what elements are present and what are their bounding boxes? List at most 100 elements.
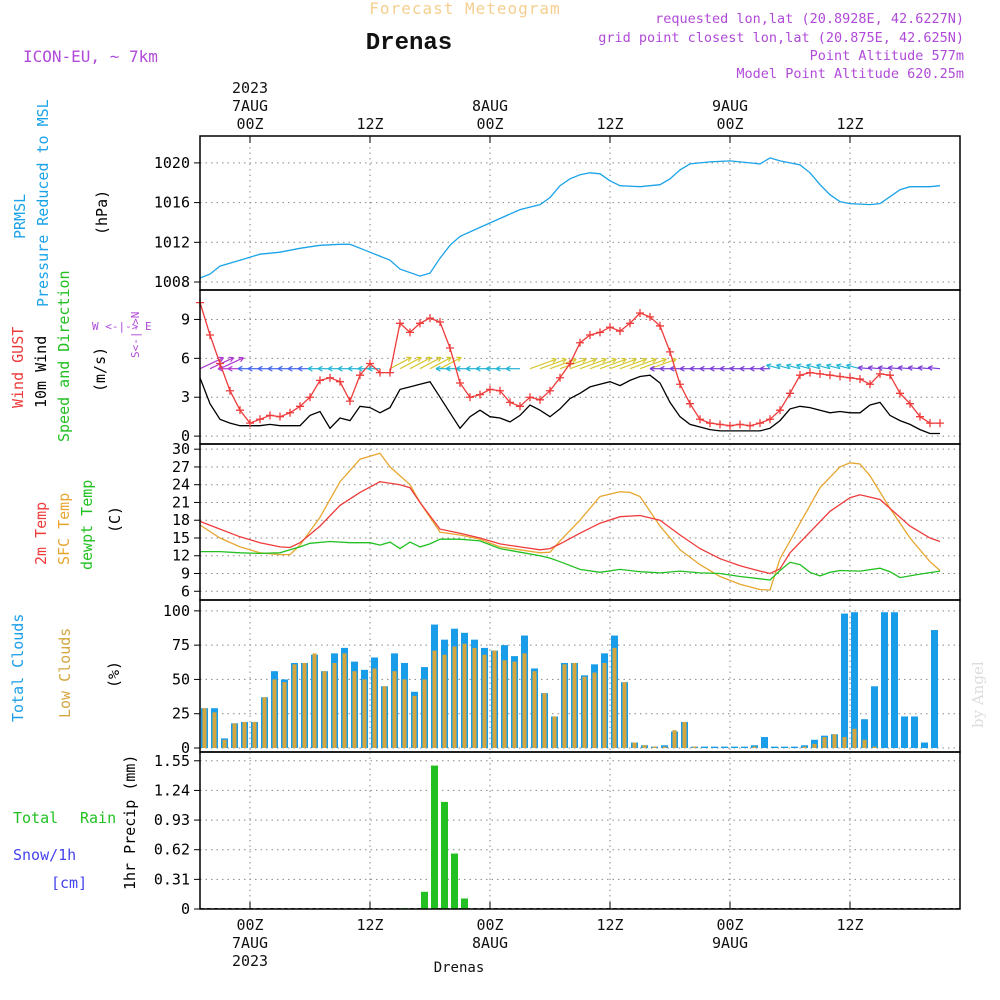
wind-direction-arrow: [609, 358, 637, 370]
precip-ticks: 0 0.31 0.62 0.93 1.24 1.55: [154, 752, 200, 918]
bottom-axis-label: 00Z: [716, 916, 743, 934]
wind-direction-arrow: [766, 364, 781, 370]
gust-marker: [676, 380, 684, 389]
wind-direction-arrow: [639, 358, 667, 370]
low-cloud-bar: [872, 746, 877, 748]
gust-marker: [306, 393, 314, 402]
wind-arrow-head: [551, 357, 557, 364]
gust-marker: [456, 378, 464, 387]
gust-marker: [526, 393, 534, 402]
gust-marker: [606, 323, 614, 332]
total-cloud-bar: [901, 716, 908, 748]
low-cloud-bar: [312, 653, 317, 748]
pressure-long-label: Pressure Reduced to MSL: [34, 99, 52, 307]
wind-arrow-head: [257, 365, 263, 372]
gust-marker: [926, 419, 934, 428]
pressure-y-tick-label: 1012: [154, 233, 190, 251]
wind-arrow-head: [661, 357, 667, 364]
wind-direction-arrow: [927, 367, 941, 370]
prmsl-label: PRMSL: [11, 194, 29, 239]
wind-arrow-head: [776, 363, 782, 369]
wind-direction-arrow: [867, 367, 881, 370]
total-cloud-bar: [731, 746, 738, 748]
gust-marker: [486, 385, 494, 394]
gust-marker: [496, 386, 504, 395]
gust-marker: [406, 328, 414, 337]
wind-direction-arrow: [917, 367, 931, 370]
wind-arrow-head: [719, 365, 725, 372]
pressure-grid: [200, 136, 960, 290]
wind-direction-arrow: [539, 358, 567, 370]
total-cloud-bar: [661, 745, 668, 748]
low-cloud-bar: [612, 647, 617, 748]
gust-marker: [586, 331, 594, 339]
low-cloud-bar: [412, 695, 417, 748]
pressure-y-tick-label: 1008: [154, 273, 190, 291]
low-cloud-bar: [222, 739, 227, 748]
wind-arrow-head: [218, 356, 225, 363]
low-cloud-bar: [402, 679, 407, 748]
rain-bar: [421, 891, 428, 909]
temp-y-tick-label: 30: [172, 440, 190, 458]
low-cloud-bar: [212, 712, 217, 748]
wind-arrow-head: [277, 365, 283, 372]
total-cloud-bar: [721, 746, 728, 748]
gust-marker: [916, 412, 924, 421]
wind-arrow-head: [455, 365, 461, 372]
temp-y-tick-label: 6: [181, 582, 190, 600]
gust-marker: [766, 415, 774, 424]
gust-marker: [316, 376, 324, 385]
wind-arrow-head: [816, 363, 822, 369]
total-cloud-bar: [891, 612, 898, 748]
footer-station: Drenas: [434, 960, 485, 976]
pressure-series: [199, 157, 941, 279]
gust-marker: [646, 312, 654, 321]
rain-bar: [441, 801, 448, 909]
gust-marker: [626, 319, 634, 328]
precip-y-tick-label: 1.55: [154, 752, 190, 770]
compass-we-label: W <-|-> E: [92, 320, 152, 333]
low-cloud-bar: [462, 643, 467, 748]
bottom-axis-label: 00Z: [236, 916, 263, 934]
gust-marker: [376, 368, 384, 377]
temp-y-tick-label: 9: [181, 565, 190, 583]
total-cloud-bar: [741, 746, 748, 748]
snow-label: Snow/1h: [13, 846, 76, 864]
gridpoint-coords: grid point closest lon,lat (20.875E, 42.…: [598, 30, 964, 46]
gust-marker: [506, 398, 514, 407]
gust-marker: [356, 371, 364, 380]
low-cloud-bar: [752, 746, 757, 748]
temp-dewpt-temp-line: [200, 538, 941, 581]
gust-marker: [446, 343, 454, 352]
wind-arrow-head: [846, 363, 852, 369]
bottom-axis-label: 8AUG: [472, 934, 508, 952]
top-axis-label: 12Z: [356, 115, 383, 133]
gust-marker: [336, 377, 344, 386]
wind-arrow-head: [806, 363, 812, 369]
wind-direction-arrow: [589, 358, 617, 370]
wind-arrow-head: [669, 365, 675, 372]
total-cloud-bar: [911, 716, 918, 748]
tsfc-label: SFC Temp: [55, 493, 73, 565]
low-cloud-bar: [232, 723, 237, 748]
wind-arrow-head: [317, 365, 323, 372]
gust-marker: [786, 389, 794, 398]
total-label: Total: [13, 809, 58, 827]
gust-marker: [386, 368, 394, 377]
pressure-panel: 1008 1012 1016 1020: [154, 135, 961, 291]
gust-marker: [536, 395, 544, 404]
low-cloud-bar: [542, 693, 547, 748]
bottom-axis-label: 00Z: [476, 916, 503, 934]
gust-marker: [476, 390, 484, 399]
low-cloud-bar: [502, 660, 507, 748]
low-cloud-bar: [292, 664, 297, 748]
wind-direction-arrow: [389, 356, 412, 370]
low-cloud-bar: [672, 730, 677, 748]
low-cloud-bar: [272, 679, 277, 748]
wind-arrow-head: [796, 363, 802, 369]
gust-marker: [636, 308, 644, 317]
wind-direction-arrow: [816, 364, 831, 370]
top-axis-label: 00Z: [476, 115, 503, 133]
